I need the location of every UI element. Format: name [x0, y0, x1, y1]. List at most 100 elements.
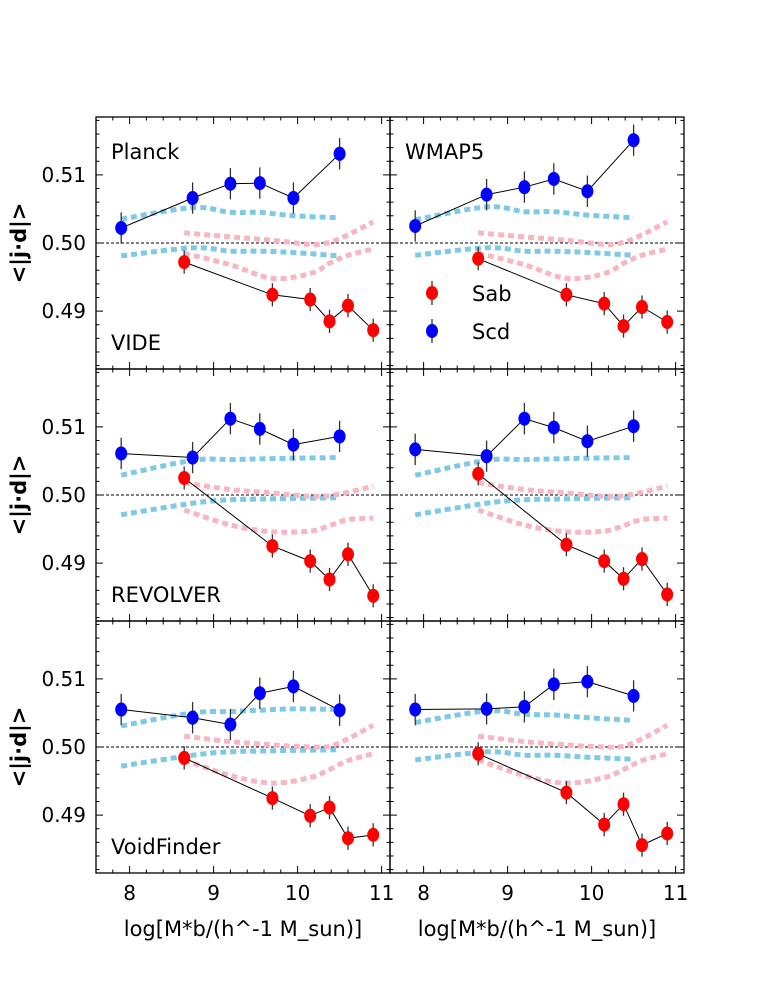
sab-point [472, 466, 485, 481]
sab-line [477, 473, 668, 595]
scd-line [121, 418, 340, 459]
scd-point [581, 184, 594, 199]
panel-plot-area [96, 138, 390, 342]
scd-line [415, 418, 634, 457]
legend-label-sab: Sab [472, 282, 512, 306]
sab-point [560, 785, 573, 800]
legend-marker-sab [426, 286, 438, 300]
scd-point [627, 419, 640, 434]
scd-point [547, 677, 560, 692]
sab-band-upper [183, 723, 375, 750]
y-tick-label: 0.50 [41, 231, 86, 255]
scd-point [253, 686, 266, 701]
scd-band-upper [120, 455, 340, 478]
scd-point [547, 171, 560, 186]
sab-point [617, 571, 630, 586]
scd-point [627, 133, 640, 148]
scd-point [480, 187, 493, 202]
y-tick-label: 0.51 [41, 667, 86, 691]
y-tick-label: 0.51 [41, 415, 86, 439]
panel-1: 0.49 0.50 0.51 <|j·d|> Planck VIDE [7, 116, 391, 370]
sab-point [304, 554, 317, 569]
y-axis-label: <|j·d|> [7, 455, 32, 536]
sab-point [598, 817, 611, 832]
sab-point [266, 791, 279, 806]
sab-point [472, 251, 485, 266]
panel-label: WMAP5 [405, 140, 484, 164]
scd-point [409, 442, 422, 457]
x-tick-label: 10 [285, 881, 310, 905]
sab-point [661, 826, 674, 841]
scd-point [409, 702, 422, 717]
sab-point [342, 831, 354, 846]
scd-band-lower [414, 749, 634, 763]
y-tick-label: 0.50 [41, 735, 86, 759]
x-tick-label: 9 [207, 881, 220, 905]
scd-line [414, 139, 634, 227]
scd-point [480, 449, 493, 464]
sab-point [560, 537, 573, 552]
y-tick-label: 0.49 [41, 551, 86, 575]
panel-2: WMAP5 [389, 116, 685, 370]
scd-band-upper [414, 455, 634, 478]
scd-point [253, 421, 266, 436]
x-axis-label: log[M*b/(h^-1 M_sun)] [124, 917, 363, 942]
sab-band-lower [183, 246, 374, 282]
scd-point [518, 699, 531, 714]
x-tick-label: 8 [123, 881, 136, 905]
scd-point [333, 429, 346, 444]
scd-point [115, 702, 128, 717]
scd-point [287, 679, 300, 694]
sab-point [636, 552, 648, 567]
scd-point [333, 703, 346, 718]
panel-label: REVOLVER [111, 583, 221, 607]
sab-point [323, 314, 336, 329]
sab-band-upper [183, 480, 374, 500]
y-tick-label: 0.50 [41, 483, 86, 507]
sab-point [342, 298, 354, 313]
y-tick-label: 0.49 [41, 803, 86, 827]
scd-point [224, 176, 237, 191]
x-tick-label: 11 [369, 881, 394, 905]
scd-point [480, 701, 493, 716]
scd-band-lower [120, 747, 340, 769]
scd-point [186, 191, 199, 206]
sab-point [636, 838, 648, 853]
scd-line [415, 681, 634, 710]
legend-label-scd: Scd [472, 320, 510, 344]
scd-point [581, 674, 594, 689]
sab-point [472, 746, 485, 761]
scd-point [287, 191, 300, 206]
scd-line [121, 153, 340, 229]
sab-point [560, 287, 573, 302]
sab-point [266, 287, 279, 302]
scd-band-lower [414, 495, 634, 518]
sab-point [178, 255, 191, 270]
scd-point [333, 146, 346, 161]
scd-point [409, 218, 422, 233]
panel-label: VIDE [111, 331, 161, 355]
scd-band-upper [414, 204, 634, 223]
x-axis-label: log[M*b/(h^-1 M_sun)] [418, 917, 657, 942]
scd-point [518, 411, 531, 426]
scd-band-upper [120, 204, 340, 222]
panel-3: 0.49 0.50 0.51 <|j·d|> REVOLVER [7, 368, 391, 622]
scd-point [253, 176, 266, 191]
sab-point [617, 319, 630, 334]
x-tick-label: 11 [663, 881, 688, 905]
scd-line [121, 685, 340, 726]
sab-band-lower [183, 751, 374, 786]
y-tick-label: 0.51 [41, 163, 86, 187]
scd-point [186, 450, 199, 465]
sab-point [323, 572, 336, 587]
sab-band-lower [477, 507, 668, 535]
sab-point [178, 470, 191, 485]
sab-point [178, 750, 191, 765]
x-tick-label: 8 [417, 881, 430, 905]
sab-point [304, 808, 317, 823]
sab-point [636, 300, 648, 315]
sab-point [367, 588, 380, 603]
sab-band-lower [183, 507, 374, 535]
sab-band-lower [477, 751, 668, 786]
